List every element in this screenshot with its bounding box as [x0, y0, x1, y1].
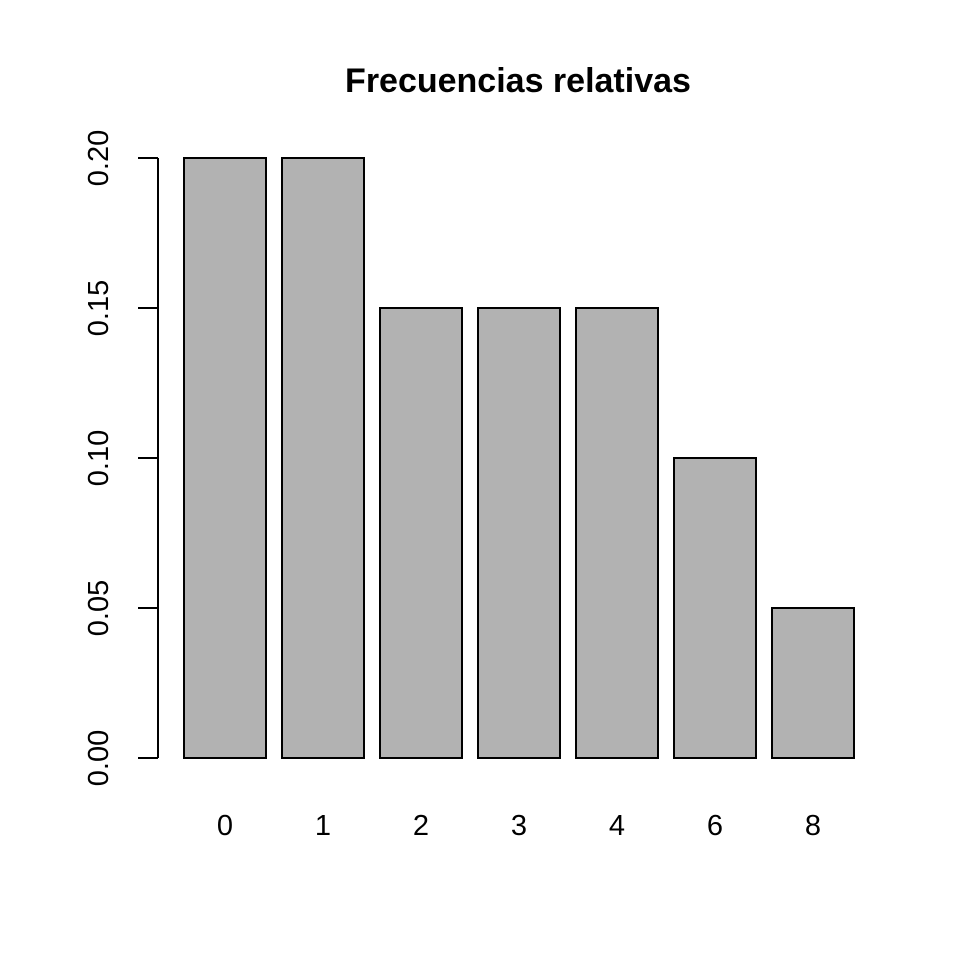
y-tick-label: 0.10 [83, 430, 115, 486]
x-tick-label: 4 [609, 810, 625, 842]
chart-title: Frecuencias relativas [345, 62, 691, 100]
y-tick-label: 0.05 [83, 580, 115, 636]
y-tick-label: 0.00 [83, 730, 115, 786]
y-tick-label: 0.15 [83, 280, 115, 336]
bar-3 [477, 307, 561, 759]
y-axis: 0.00 0.05 0.10 0.15 0.20 [83, 130, 159, 786]
x-tick-label: 3 [511, 810, 527, 842]
bar-0 [183, 157, 267, 759]
bars-layer [183, 157, 855, 759]
x-tick-label: 6 [707, 810, 723, 842]
x-tick-label: 1 [315, 810, 331, 842]
x-tick-label: 2 [413, 810, 429, 842]
bar-4 [575, 307, 659, 759]
bar-2 [379, 307, 463, 759]
y-tick-label: 0.20 [83, 130, 115, 186]
bar-8 [771, 607, 855, 759]
x-tick-label: 0 [217, 810, 233, 842]
bar-1 [281, 157, 365, 759]
x-tick-label: 8 [805, 810, 821, 842]
bar-6 [673, 457, 757, 759]
x-axis-labels: 0 1 2 3 4 6 8 [217, 810, 821, 842]
